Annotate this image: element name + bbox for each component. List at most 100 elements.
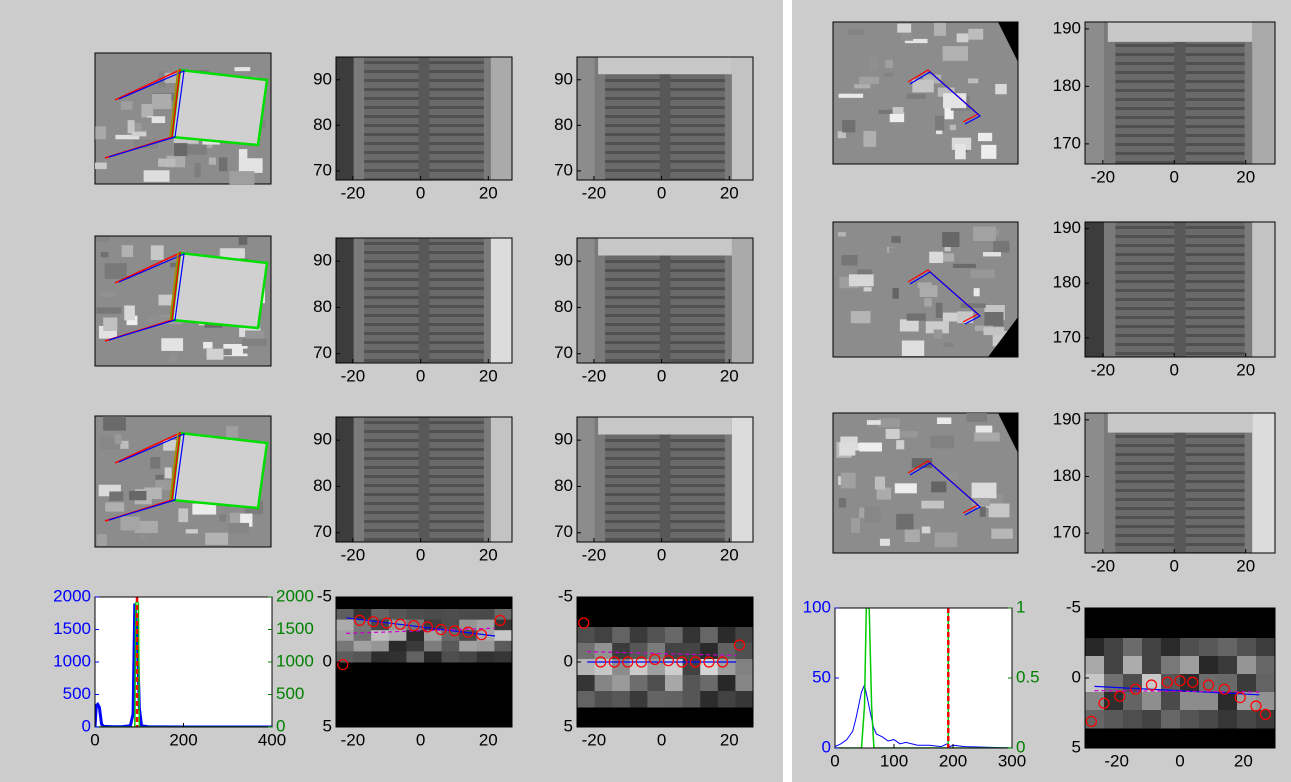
- y-tick-label: 90: [313, 69, 332, 88]
- image-cell: [494, 620, 512, 631]
- thumbnail-detail: [150, 457, 160, 469]
- thumbnail-detail: [897, 24, 911, 33]
- thumbnail-detail: [967, 413, 988, 422]
- y-tick-label: 80: [554, 115, 573, 134]
- image-side: [577, 238, 595, 363]
- thumbnail-detail: [974, 288, 980, 296]
- thumbnail-detail: [97, 534, 107, 546]
- image-side: [491, 417, 512, 542]
- y-tick-label: 50: [812, 667, 831, 686]
- x-tick-label: 20: [1236, 167, 1255, 186]
- y-tick-label: 5: [1072, 737, 1081, 756]
- thumbnail-detail: [151, 245, 164, 260]
- image-cell: [354, 641, 372, 652]
- thumbnail-detail: [170, 353, 178, 362]
- thumbnail-detail: [855, 37, 869, 42]
- image-side: [732, 417, 753, 542]
- image-cell: [595, 691, 613, 708]
- thumbnail-detail: [907, 94, 926, 99]
- image-cell: [442, 651, 460, 662]
- y2-tick-label: 2000: [276, 586, 314, 605]
- x-tick-label: 0: [416, 730, 425, 749]
- thumbnail-detail: [859, 77, 879, 84]
- thumbnail-detail: [129, 491, 146, 500]
- image-side: [1085, 222, 1104, 357]
- plot-area: [835, 608, 1012, 748]
- thumbnail-detail: [937, 417, 951, 424]
- thumbnail-detail: [867, 420, 881, 425]
- image-cell: [1085, 656, 1105, 675]
- image-cell: [459, 609, 477, 620]
- image-side: [732, 57, 753, 180]
- thumbnail-detail: [243, 349, 250, 354]
- image-cell: [612, 691, 630, 708]
- image-cell: [612, 675, 630, 692]
- thumbnail-detail: [854, 84, 870, 88]
- image-column: [1174, 222, 1185, 357]
- y-tick-label: 70: [313, 522, 332, 541]
- image-cell: [630, 675, 648, 692]
- thumbnail-detail: [991, 529, 1012, 539]
- image-cell: [494, 641, 512, 652]
- thumbnail-detail: [103, 318, 117, 332]
- y-tick-label: 190: [1053, 409, 1081, 428]
- y-tick-label: 90: [554, 69, 573, 88]
- thumbnail-detail: [859, 443, 882, 452]
- image-cell: [442, 609, 460, 620]
- thumbnail-detail: [194, 163, 200, 178]
- image-cell: [406, 641, 424, 652]
- image-cell: [1123, 710, 1143, 729]
- x-tick-label: 0: [90, 730, 99, 749]
- thumbnail-detail: [886, 429, 900, 439]
- thumbnail-detail: [841, 473, 856, 489]
- image-cell: [1123, 656, 1143, 675]
- image-cell: [406, 609, 424, 620]
- thumbnail-detail: [884, 73, 894, 77]
- plot-area: [577, 238, 753, 363]
- image-cell: [1104, 638, 1124, 657]
- image-cell: [371, 630, 389, 641]
- thumbnail-detail: [995, 84, 1007, 94]
- x-tick-label: 0: [657, 545, 666, 564]
- image-cell: [424, 651, 442, 662]
- thumbnail-detail: [972, 483, 997, 499]
- image-roof: [598, 57, 732, 74]
- x-tick-label: -20: [341, 730, 366, 749]
- image-cell: [735, 675, 753, 692]
- x-tick-label: -20: [582, 183, 607, 202]
- thumbnail-detail: [934, 330, 943, 339]
- image-cell: [1161, 656, 1181, 675]
- plot-area: [1085, 22, 1275, 164]
- thumbnail-detail: [841, 255, 857, 265]
- thumbnail-detail: [165, 467, 172, 478]
- thumbnail-roof: [172, 70, 267, 145]
- image-cell: [1218, 692, 1238, 711]
- thumbnail-detail: [863, 131, 876, 147]
- y-tick-label: 80: [554, 476, 573, 495]
- thumbnail-detail: [942, 232, 959, 247]
- image-cell: [442, 641, 460, 652]
- image-cell: [1123, 638, 1143, 657]
- thumbnail-detail: [105, 263, 127, 279]
- plot-area: [1085, 413, 1275, 555]
- plot-area: [336, 57, 512, 181]
- thumbnail-detail: [943, 343, 953, 347]
- thumbnail-detail: [101, 252, 109, 257]
- image-cell: [424, 641, 442, 652]
- thumbnail-detail: [848, 30, 864, 35]
- x-tick-label: -20: [582, 366, 607, 385]
- y-tick-label: 80: [313, 115, 332, 134]
- image-cell: [1161, 692, 1181, 711]
- thumbnail-detail: [993, 241, 1009, 253]
- image-cell: [1237, 674, 1257, 693]
- thumbnail-detail: [989, 503, 1010, 517]
- y-tick-label: 2000: [53, 586, 91, 605]
- image-cell: [718, 627, 736, 644]
- image-roof: [1108, 22, 1252, 42]
- thumbnail-detail: [144, 170, 170, 182]
- thumbnail-detail: [864, 507, 880, 523]
- thumbnail-detail: [235, 67, 251, 71]
- image-cell: [665, 627, 683, 644]
- thumbnail-detail: [895, 483, 917, 493]
- thumbnail-detail: [929, 252, 943, 263]
